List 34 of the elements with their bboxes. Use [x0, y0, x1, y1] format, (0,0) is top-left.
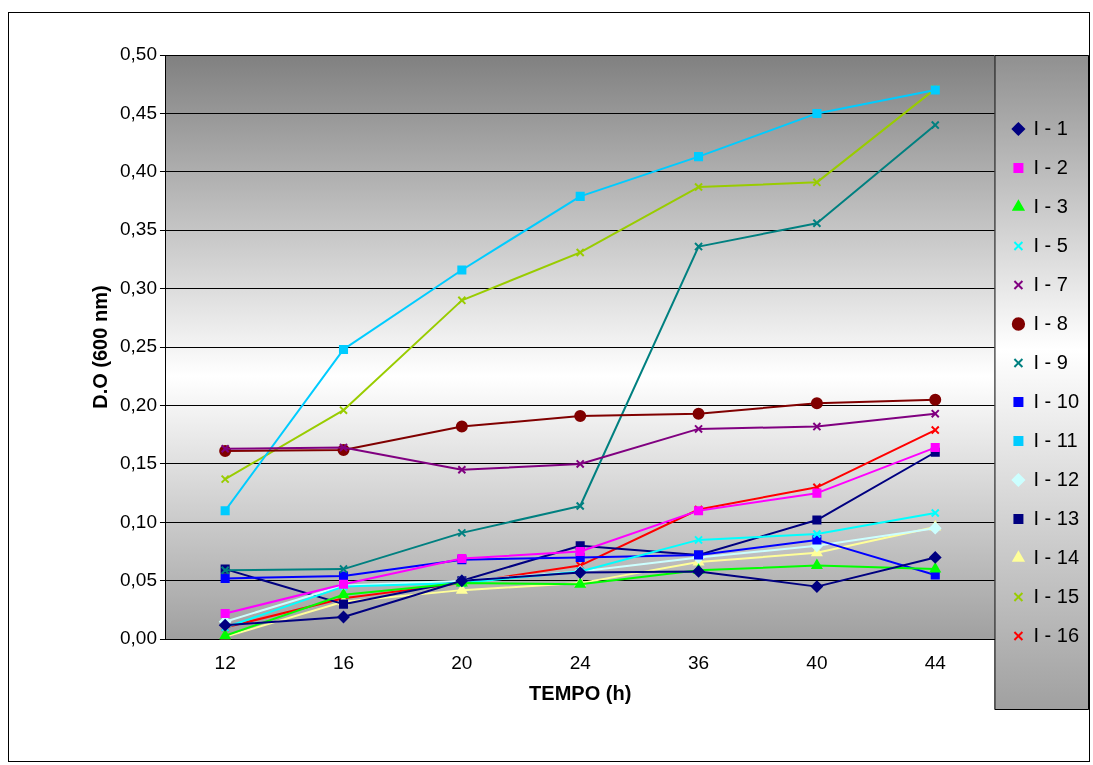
legend-label: I - 1 — [1033, 116, 1068, 139]
legend-label: I - 15 — [1033, 584, 1079, 607]
y-tick-label: 0,35 — [120, 218, 157, 240]
y-tick-label: 0,50 — [120, 43, 157, 65]
y-tick-label: 0,05 — [120, 569, 157, 591]
x-tick-label: 44 — [924, 651, 947, 673]
legend-label: I - 13 — [1033, 506, 1079, 529]
legend-label: I - 9 — [1033, 350, 1068, 373]
y-axis-title: D.O (600 nm) — [88, 285, 111, 409]
x-tick-label: 36 — [687, 651, 710, 673]
y-tick-label: 0,20 — [120, 393, 157, 415]
x-tick-label: 16 — [332, 651, 355, 673]
legend-label: I - 16 — [1033, 623, 1079, 646]
legend-label: I - 8 — [1033, 311, 1068, 334]
legend-label: I - 3 — [1033, 194, 1068, 217]
x-tick-label: 12 — [214, 651, 236, 673]
y-tick-label: 0,10 — [120, 510, 157, 532]
legend-label: I - 2 — [1033, 155, 1068, 178]
y-tick-label: 0,45 — [120, 101, 157, 123]
legend-label: I - 14 — [1033, 545, 1079, 568]
x-tick-label: 20 — [451, 651, 473, 673]
x-tick-label: 40 — [806, 651, 828, 673]
legend-label: I - 5 — [1033, 233, 1068, 256]
y-tick-label: 0,30 — [120, 276, 157, 298]
x-tick-label: 24 — [569, 651, 592, 673]
legend-label: I - 11 — [1033, 428, 1078, 451]
x-axis-title: TEMPO (h) — [529, 681, 632, 704]
y-tick-label: 0,25 — [120, 335, 157, 357]
y-tick-label: 0,15 — [120, 452, 157, 474]
y-tick-label: 0,40 — [120, 160, 157, 182]
legend-label: I - 12 — [1033, 467, 1079, 490]
y-tick-label: 0,00 — [120, 627, 157, 649]
legend-label: I - 10 — [1033, 389, 1079, 412]
legend-label: I - 7 — [1033, 272, 1068, 295]
